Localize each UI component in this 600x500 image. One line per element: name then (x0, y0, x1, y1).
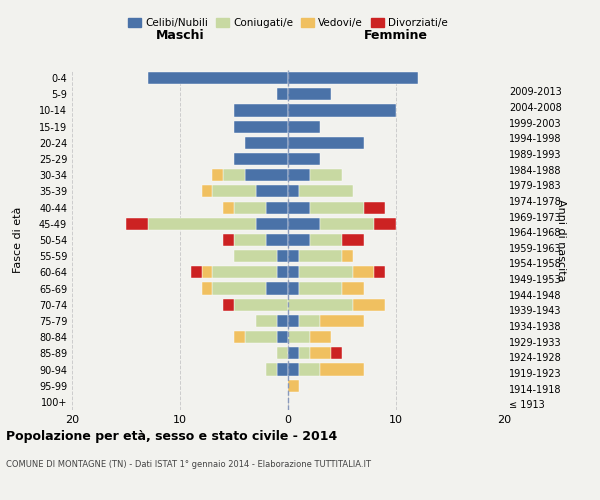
Bar (288, 186, 299, 198)
Bar (374, 218, 396, 230)
Bar (320, 364, 364, 376)
Bar (288, 331, 310, 343)
Bar (288, 282, 299, 294)
Bar (310, 331, 331, 343)
Bar (288, 315, 299, 327)
Bar (288, 202, 310, 213)
Bar (288, 88, 331, 101)
Bar (299, 186, 353, 198)
Bar (212, 266, 277, 278)
Bar (234, 104, 288, 117)
Bar (256, 186, 288, 198)
Bar (223, 298, 234, 311)
Bar (288, 348, 299, 360)
Bar (212, 169, 223, 181)
Bar (234, 234, 266, 246)
Bar (223, 202, 234, 213)
Bar (288, 298, 353, 311)
Bar (320, 218, 374, 230)
Bar (277, 88, 288, 101)
Text: Femmine: Femmine (364, 30, 428, 43)
Text: Anni di nascita: Anni di nascita (556, 198, 566, 281)
Bar (245, 137, 288, 149)
Bar (320, 315, 364, 327)
Bar (277, 364, 288, 376)
Bar (288, 72, 418, 84)
Bar (234, 250, 277, 262)
Bar (342, 282, 364, 294)
Text: Fasce di età: Fasce di età (13, 207, 23, 273)
Bar (266, 202, 288, 213)
Bar (256, 218, 288, 230)
Bar (245, 331, 277, 343)
Legend: Celibi/Nubili, Coniugati/e, Vedovi/e, Divorziati/e: Celibi/Nubili, Coniugati/e, Vedovi/e, Di… (124, 14, 452, 32)
Bar (299, 315, 320, 327)
Bar (288, 120, 320, 132)
Bar (288, 364, 299, 376)
Bar (277, 331, 288, 343)
Bar (234, 120, 288, 132)
Bar (202, 266, 212, 278)
Bar (299, 364, 320, 376)
Bar (277, 315, 288, 327)
Bar (212, 186, 256, 198)
Bar (342, 250, 353, 262)
Bar (288, 234, 310, 246)
Bar (277, 348, 288, 360)
Bar (288, 266, 299, 278)
Bar (288, 137, 364, 149)
Bar (277, 250, 288, 262)
Bar (374, 266, 385, 278)
Bar (288, 380, 299, 392)
Text: Maschi: Maschi (155, 30, 205, 43)
Bar (148, 218, 256, 230)
Bar (299, 348, 310, 360)
Bar (299, 282, 342, 294)
Bar (310, 234, 342, 246)
Bar (299, 250, 342, 262)
Bar (288, 153, 320, 165)
Bar (245, 169, 288, 181)
Text: Popolazione per età, sesso e stato civile - 2014: Popolazione per età, sesso e stato civil… (6, 430, 337, 443)
Bar (234, 331, 245, 343)
Bar (353, 298, 385, 311)
Bar (202, 282, 212, 294)
Bar (288, 218, 320, 230)
Bar (234, 153, 288, 165)
Bar (342, 234, 364, 246)
Bar (223, 234, 234, 246)
Bar (331, 348, 342, 360)
Bar (191, 266, 202, 278)
Bar (266, 282, 288, 294)
Text: COMUNE DI MONTAGNE (TN) - Dati ISTAT 1° gennaio 2014 - Elaborazione TUTTITALIA.I: COMUNE DI MONTAGNE (TN) - Dati ISTAT 1° … (6, 460, 371, 469)
Bar (353, 266, 374, 278)
Bar (310, 348, 331, 360)
Bar (202, 186, 212, 198)
Bar (148, 72, 288, 84)
Bar (288, 250, 299, 262)
Bar (277, 266, 288, 278)
Bar (234, 298, 288, 311)
Bar (310, 169, 342, 181)
Bar (364, 202, 385, 213)
Bar (126, 218, 148, 230)
Bar (256, 315, 277, 327)
Bar (234, 202, 266, 213)
Bar (212, 282, 266, 294)
Bar (266, 234, 288, 246)
Bar (266, 364, 277, 376)
Bar (223, 169, 245, 181)
Bar (288, 169, 310, 181)
Bar (288, 104, 396, 117)
Bar (299, 266, 353, 278)
Bar (310, 202, 364, 213)
